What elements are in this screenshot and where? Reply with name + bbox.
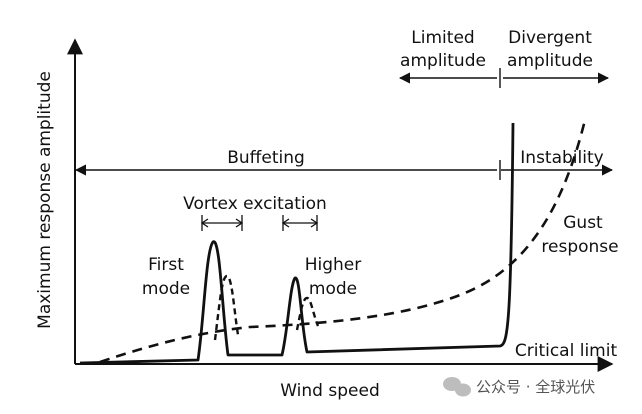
wechat-icon bbox=[443, 377, 471, 397]
watermark: 公众号 · 全球光伏 bbox=[443, 377, 595, 397]
gust-response-label-line2: response bbox=[541, 237, 618, 257]
gust-response-curve bbox=[99, 119, 587, 364]
buffeting-label: Buffeting bbox=[227, 148, 305, 168]
first-mode-secondary-peak bbox=[213, 274, 240, 341]
limited-amplitude-label-line1: Limited bbox=[411, 28, 474, 48]
vortex-bracket-first-mode bbox=[200, 215, 244, 231]
first-mode-label-line2: mode bbox=[142, 279, 190, 299]
higher-mode-label-line1: Higher bbox=[305, 255, 362, 275]
critical-limit-label: Critical limit bbox=[515, 341, 618, 361]
divergent-amplitude-label-line2: amplitude bbox=[507, 51, 593, 71]
first-mode-label-line1: First bbox=[148, 255, 184, 275]
divergent-amplitude-label-line1: Divergent bbox=[508, 28, 592, 48]
gust-response-label-line1: Gust bbox=[563, 213, 603, 233]
vortex-excitation-label: Vortex excitation bbox=[183, 194, 327, 214]
higher-mode-secondary-peak bbox=[295, 296, 320, 331]
response-curve bbox=[79, 122, 515, 365]
x-axis-label: Wind speed bbox=[280, 381, 380, 401]
y-axis-label: Maximum response amplitude bbox=[35, 71, 55, 329]
vortex-bracket-higher-mode bbox=[281, 215, 319, 231]
limited-amplitude-label-line2: amplitude bbox=[400, 51, 486, 71]
watermark-text: 公众号 · 全球光伏 bbox=[476, 378, 595, 396]
higher-mode-label-line2: mode bbox=[309, 279, 357, 299]
instability-label: Instability bbox=[520, 148, 603, 168]
